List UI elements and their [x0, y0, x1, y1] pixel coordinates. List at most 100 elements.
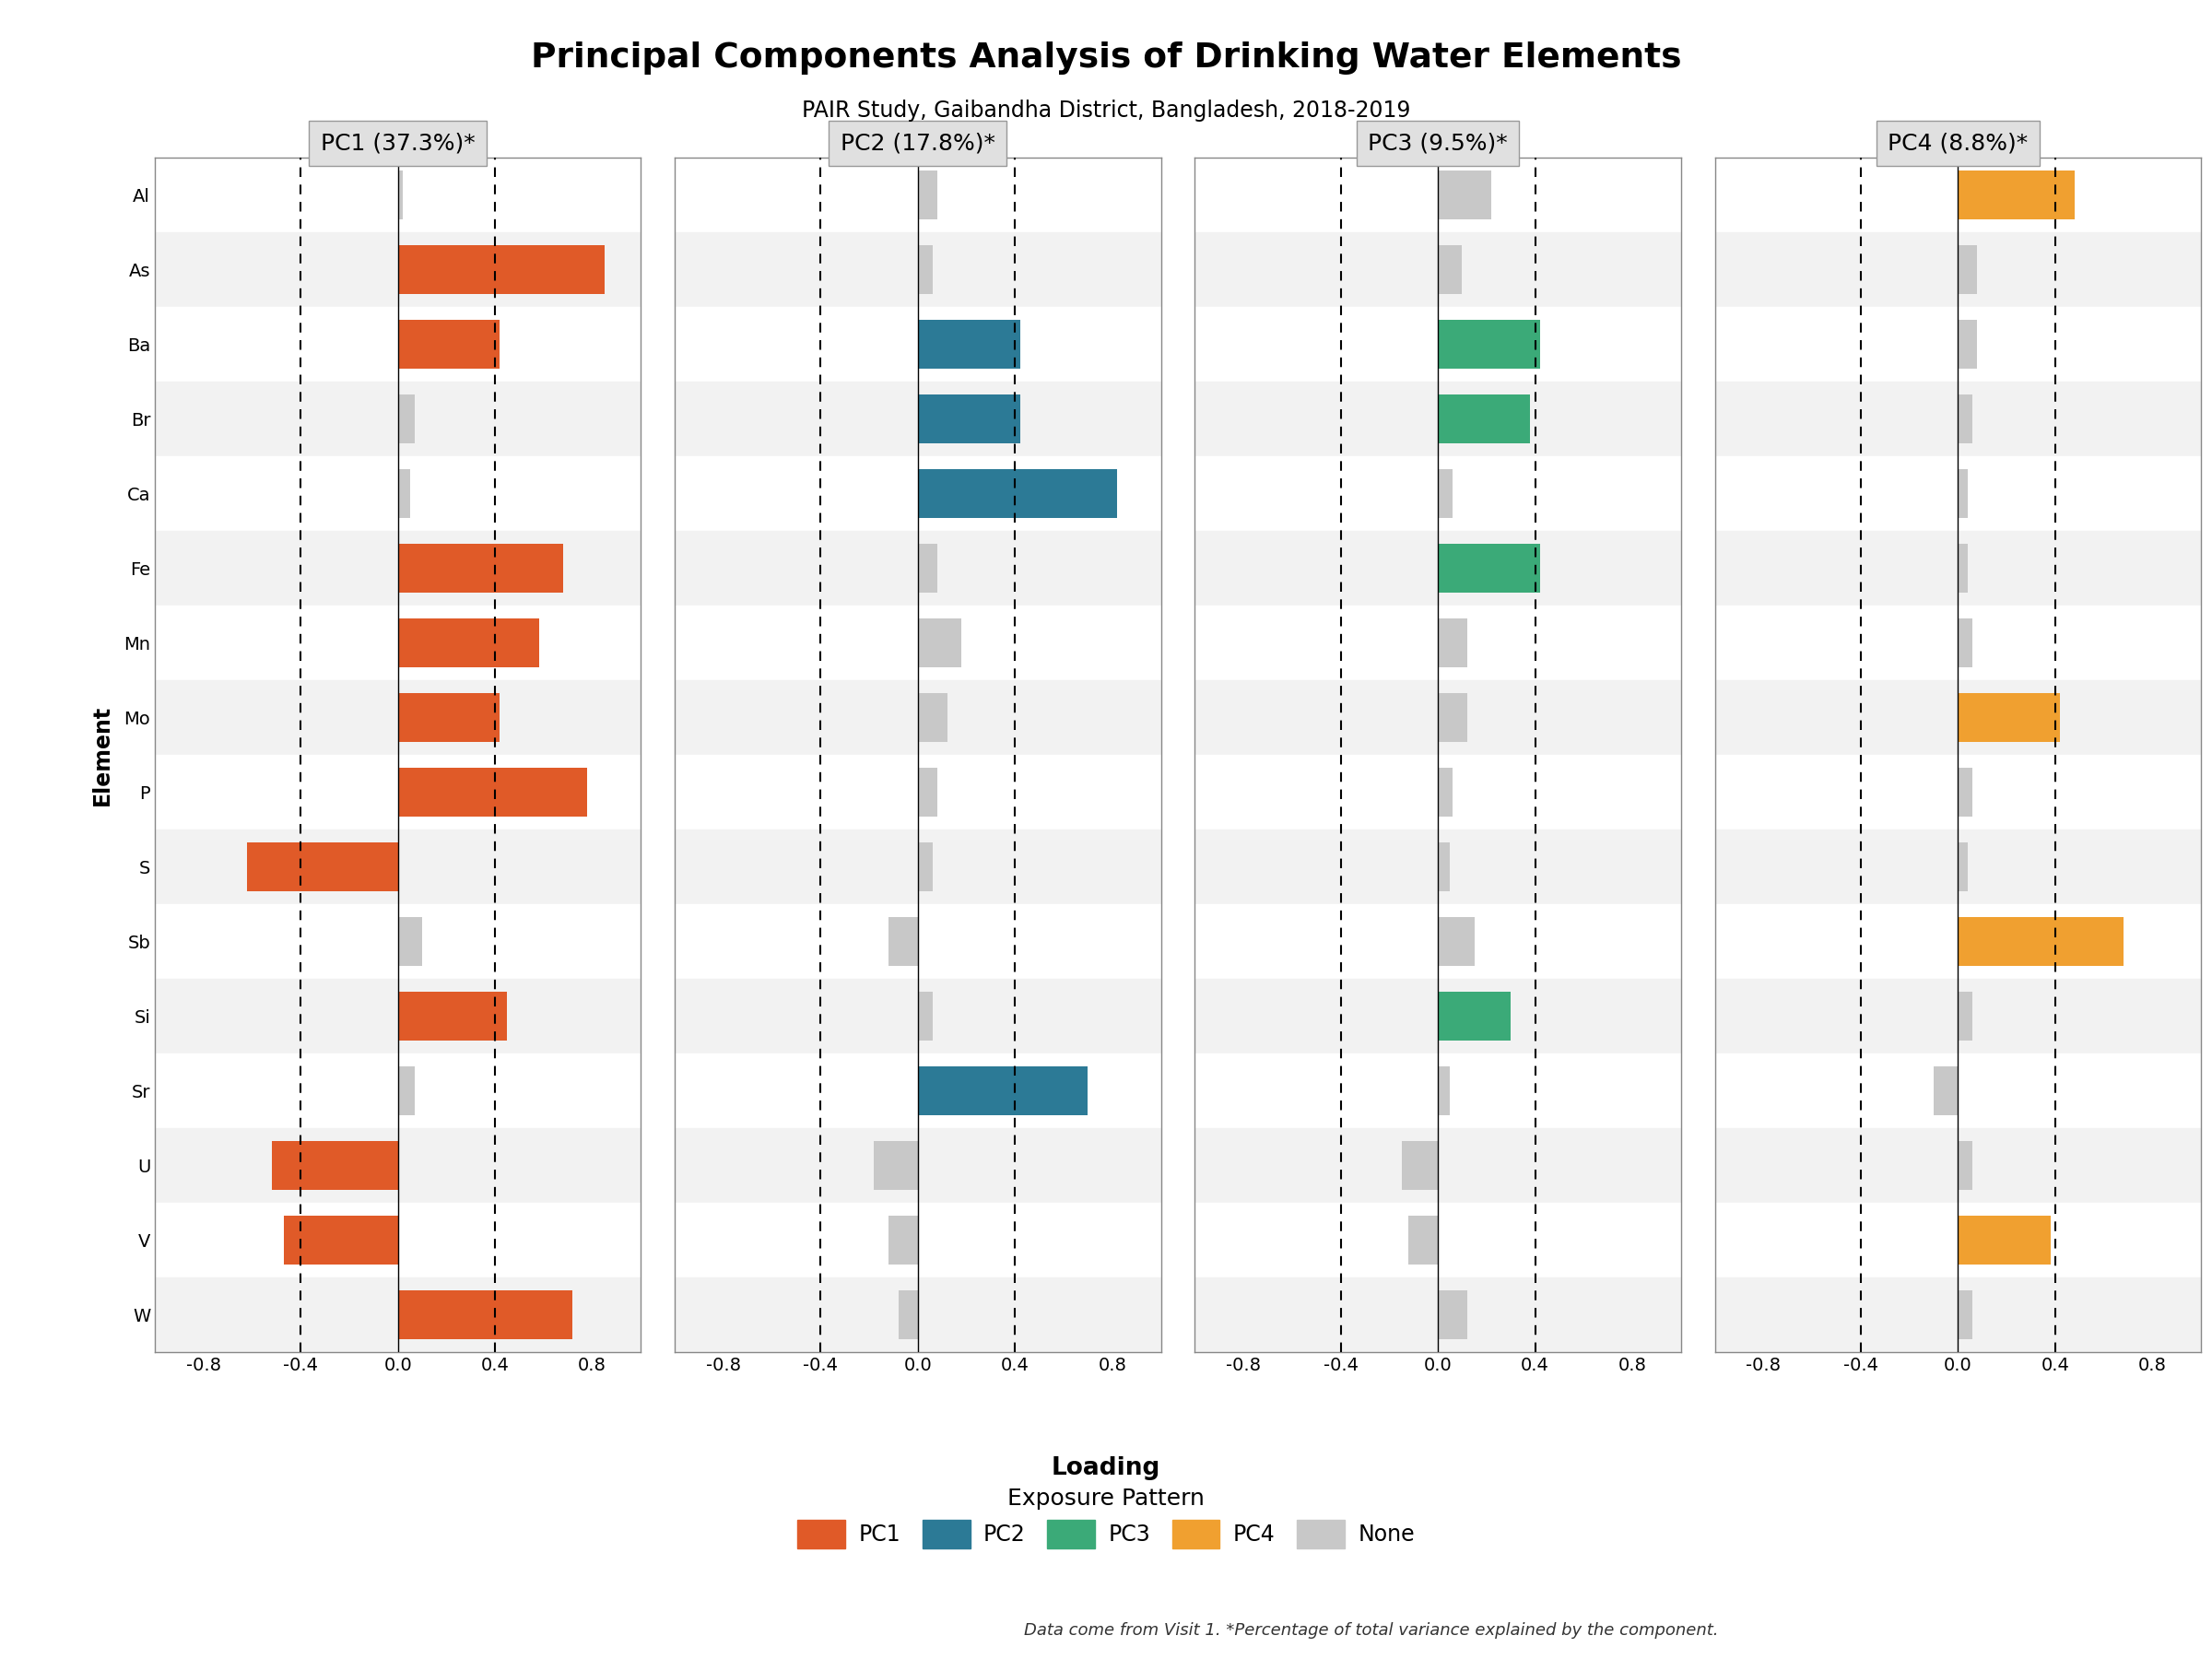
Bar — [675, 979, 1161, 1053]
Bar — [1714, 606, 2201, 680]
Bar — [1194, 1053, 1681, 1128]
Bar — [1194, 1277, 1681, 1352]
Bar — [918, 395, 1020, 443]
Bar — [155, 382, 641, 456]
Bar — [918, 544, 938, 592]
Bar — [675, 307, 1161, 382]
Bar — [155, 1053, 641, 1128]
Legend: PC1, PC2, PC3, PC4, None: PC1, PC2, PC3, PC4, None — [790, 1478, 1422, 1556]
Bar — [155, 606, 641, 680]
Bar — [1194, 232, 1681, 307]
Bar — [918, 320, 1020, 368]
Bar — [675, 456, 1161, 531]
Bar — [675, 830, 1161, 904]
Bar — [1933, 1067, 1958, 1115]
Bar — [1958, 843, 1969, 891]
Title: PC1 (37.3%)*: PC1 (37.3%)* — [321, 133, 476, 154]
Bar — [1714, 531, 2201, 606]
Bar — [155, 232, 641, 307]
Bar — [675, 382, 1161, 456]
Bar — [1714, 1128, 2201, 1203]
Bar — [1958, 992, 1973, 1040]
Bar — [1714, 904, 2201, 979]
Bar — [1438, 768, 1453, 816]
Bar — [1438, 469, 1453, 518]
Bar — [1958, 768, 1973, 816]
Bar — [1438, 246, 1462, 294]
Bar — [398, 469, 409, 518]
Bar — [1194, 307, 1681, 382]
Bar — [1438, 1067, 1451, 1115]
Bar — [155, 904, 641, 979]
Bar — [918, 619, 962, 667]
Bar — [398, 768, 588, 816]
Bar — [1438, 395, 1531, 443]
Bar — [1958, 395, 1973, 443]
Text: Loading: Loading — [1051, 1457, 1161, 1480]
Bar — [272, 1141, 398, 1190]
Bar — [1438, 992, 1511, 1040]
Bar — [918, 171, 938, 219]
Bar — [1958, 171, 2075, 219]
Bar — [1194, 979, 1681, 1053]
Bar — [675, 1203, 1161, 1277]
Text: PAIR Study, Gaibandha District, Bangladesh, 2018-2019: PAIR Study, Gaibandha District, Banglade… — [801, 100, 1411, 121]
Bar — [1194, 1128, 1681, 1203]
Bar — [1958, 1141, 1973, 1190]
Bar — [1958, 320, 1978, 368]
Bar — [874, 1141, 918, 1190]
Bar — [1438, 693, 1467, 742]
Bar — [1438, 917, 1475, 966]
Bar — [918, 843, 933, 891]
Bar — [675, 1277, 1161, 1352]
Bar — [155, 531, 641, 606]
Text: Data come from Visit 1. *Percentage of total variance explained by the component: Data come from Visit 1. *Percentage of t… — [1024, 1623, 1719, 1639]
Bar — [1958, 1291, 1973, 1339]
Bar — [1958, 544, 1969, 592]
Bar — [1194, 680, 1681, 755]
Bar — [1194, 904, 1681, 979]
Bar — [1714, 307, 2201, 382]
Bar — [675, 1128, 1161, 1203]
Bar — [155, 680, 641, 755]
Bar — [1714, 830, 2201, 904]
Bar — [1714, 158, 2201, 232]
Bar — [889, 917, 918, 966]
Bar — [918, 768, 938, 816]
Bar — [1714, 680, 2201, 755]
Bar — [155, 979, 641, 1053]
Bar — [1194, 158, 1681, 232]
Title: PC3 (9.5%)*: PC3 (9.5%)* — [1367, 133, 1509, 154]
Bar — [898, 1291, 918, 1339]
Text: Principal Components Analysis of Drinking Water Elements: Principal Components Analysis of Drinkin… — [531, 41, 1681, 75]
Bar — [1438, 320, 1540, 368]
Bar — [1438, 171, 1491, 219]
Bar — [675, 680, 1161, 755]
Bar — [283, 1216, 398, 1264]
Bar — [1958, 1216, 2051, 1264]
Bar — [1194, 456, 1681, 531]
Bar — [155, 830, 641, 904]
Bar — [918, 992, 933, 1040]
Bar — [1714, 1203, 2201, 1277]
Bar — [1958, 917, 2124, 966]
Bar — [398, 246, 604, 294]
Bar — [918, 246, 933, 294]
Bar — [675, 904, 1161, 979]
Bar — [1194, 531, 1681, 606]
Bar — [1714, 456, 2201, 531]
Bar — [1958, 693, 2059, 742]
Bar — [155, 1277, 641, 1352]
Title: PC2 (17.8%)*: PC2 (17.8%)* — [841, 133, 995, 154]
Bar — [1438, 1291, 1467, 1339]
Y-axis label: Element: Element — [91, 705, 113, 805]
Bar — [1194, 830, 1681, 904]
Bar — [1194, 1203, 1681, 1277]
Bar — [1714, 1053, 2201, 1128]
Bar — [675, 1053, 1161, 1128]
Bar — [1438, 843, 1451, 891]
Bar — [1958, 246, 1978, 294]
Bar — [155, 307, 641, 382]
Bar — [398, 395, 416, 443]
Bar — [675, 232, 1161, 307]
